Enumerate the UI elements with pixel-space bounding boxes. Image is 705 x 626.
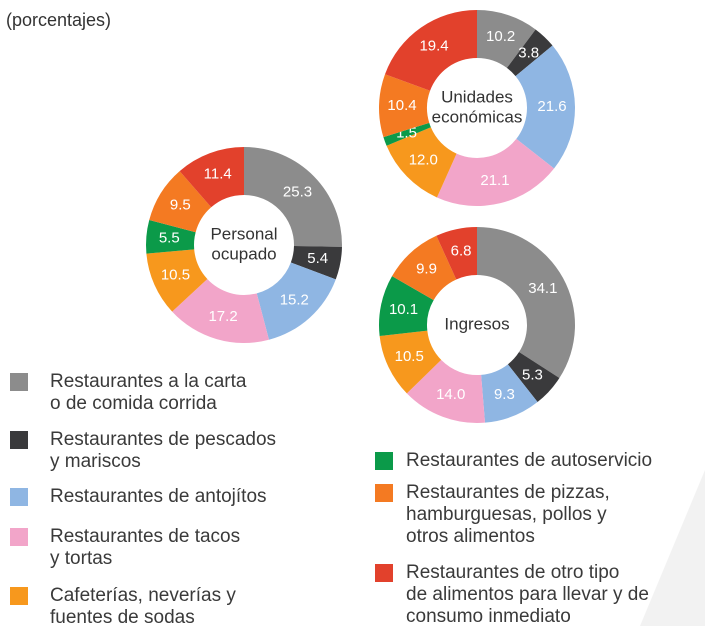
legend-label: o de comida corrida — [50, 393, 217, 414]
legend-swatch — [10, 587, 28, 605]
value-label: 21.1 — [480, 172, 509, 189]
legend-label: Restaurantes de antojítos — [50, 486, 267, 507]
legend-label: consumo inmediato — [406, 606, 571, 626]
value-label: 9.3 — [494, 386, 515, 403]
legend-label: fuentes de sodas — [50, 607, 195, 626]
legend-swatch — [375, 564, 393, 582]
donut-slice — [436, 227, 477, 280]
donut-slice — [386, 127, 457, 198]
legend-swatch — [10, 488, 28, 506]
donut-slice — [385, 10, 477, 91]
legend-swatch — [10, 431, 28, 449]
value-label: 10.5 — [161, 266, 190, 283]
value-label: 6.8 — [451, 243, 472, 260]
donut-slice — [406, 359, 485, 423]
donut-slice — [244, 147, 343, 247]
legend-label: Restaurantes a la carta — [50, 371, 247, 392]
center-label: Unidades — [441, 87, 513, 106]
donut-slice — [179, 147, 244, 208]
value-label: 25.3 — [283, 183, 312, 200]
value-label: 11.4 — [204, 166, 232, 183]
legend-swatch — [375, 484, 393, 502]
value-label: 10.1 — [389, 301, 418, 318]
center-label: económicas — [432, 107, 523, 126]
legend-swatch — [375, 452, 393, 470]
value-label: 10.4 — [387, 97, 416, 114]
legend-swatch — [10, 373, 28, 391]
center-label: Ingresos — [444, 314, 509, 333]
legend-label: y mariscos — [50, 451, 141, 472]
donut-slice — [149, 171, 212, 233]
donut-slice — [477, 227, 575, 379]
legend-label: de alimentos para llevar y de — [406, 584, 649, 605]
legend-label: Cafeterías, neverías y — [50, 585, 236, 606]
value-label: 9.5 — [170, 196, 191, 213]
center-label: ocupado — [211, 244, 276, 263]
value-label: 15.2 — [280, 292, 309, 309]
donut-slice — [379, 330, 442, 394]
donut-slice — [507, 352, 560, 403]
legend-label: Restaurantes de pescados — [50, 429, 276, 450]
legend-label: Restaurantes de tacos — [50, 526, 240, 547]
donut-slice — [256, 262, 336, 340]
value-label: 10.5 — [395, 348, 424, 365]
donut-slice — [436, 138, 555, 206]
value-label: 34.1 — [528, 280, 557, 297]
legend-label: hamburguesas, pollos y — [406, 504, 607, 525]
donut-slice — [383, 122, 431, 146]
decoration — [640, 470, 705, 626]
donut-slice — [172, 278, 269, 343]
center-label: Personal — [210, 224, 277, 243]
donut-slice — [515, 45, 575, 169]
value-label: 10.2 — [486, 28, 515, 45]
value-label: 19.4 — [419, 37, 448, 54]
donut-slice — [481, 364, 538, 423]
subtitle: (porcentajes) — [6, 10, 111, 30]
value-label: 21.6 — [537, 98, 566, 115]
donut-slice — [146, 249, 208, 312]
donut-slice — [477, 10, 536, 68]
value-label: 5.3 — [522, 366, 543, 383]
value-label: 17.2 — [208, 308, 237, 325]
donut-slice — [379, 74, 431, 138]
donut-slice — [146, 220, 196, 254]
legend-label: Restaurantes de autoservicio — [406, 450, 652, 471]
donut-slice — [379, 276, 434, 337]
donut-slice — [392, 235, 457, 301]
donut-slice — [290, 245, 342, 280]
donut-slice — [506, 29, 553, 77]
legend-label: Restaurantes de pizzas, — [406, 482, 610, 503]
value-label: 14.0 — [436, 386, 465, 403]
value-label: 12.0 — [409, 151, 438, 168]
legend-label: otros alimentos — [406, 526, 535, 547]
legend-label: y tortas — [50, 548, 112, 569]
value-label: 9.9 — [416, 260, 437, 277]
value-label: 3.8 — [518, 45, 539, 62]
value-label: 5.5 — [159, 230, 180, 247]
value-label: 5.4 — [307, 250, 328, 267]
legend-label: Restaurantes de otro tipo — [406, 562, 619, 583]
legend-swatch — [10, 528, 28, 546]
